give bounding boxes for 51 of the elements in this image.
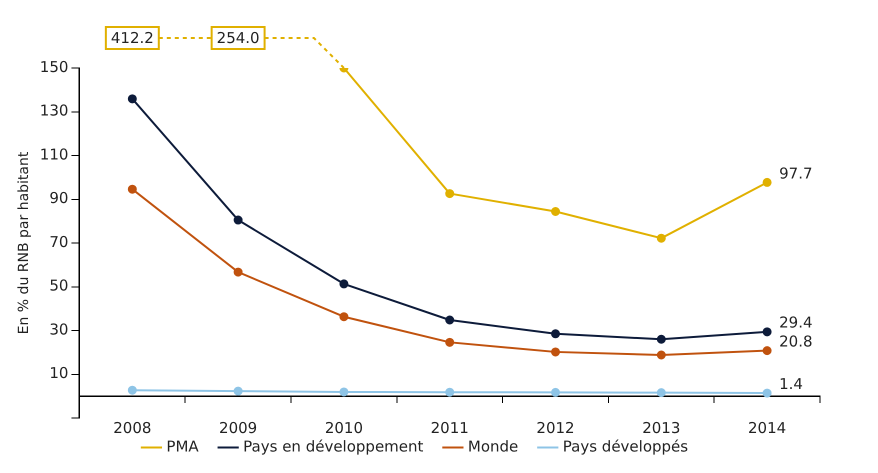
legend-label: PMA — [166, 437, 200, 456]
y-tick-label: 130 — [40, 102, 68, 120]
point — [656, 350, 666, 360]
point — [234, 268, 243, 277]
x-tick-label: 2012 — [536, 419, 575, 438]
point — [339, 279, 348, 288]
point — [551, 207, 560, 216]
point — [656, 334, 666, 344]
point — [128, 386, 137, 395]
y-tick-label: 30 — [49, 320, 68, 338]
data-label: 29.4 — [779, 314, 813, 332]
point — [656, 234, 666, 243]
point — [128, 184, 137, 194]
data-label: 20.8 — [779, 332, 813, 351]
point — [551, 388, 560, 397]
x-tick-label: 2014 — [748, 419, 786, 438]
point — [762, 178, 772, 187]
x-tick-label: 2009 — [219, 419, 258, 438]
point — [656, 388, 666, 398]
y-tick-label: 110 — [40, 145, 68, 164]
y-tick-label: 90 — [49, 189, 68, 208]
point — [762, 388, 772, 398]
point — [762, 327, 772, 336]
point — [445, 338, 454, 347]
point — [551, 347, 560, 356]
x-tick-label: 2010 — [324, 419, 364, 438]
x-tick-label: 2013 — [642, 419, 680, 438]
data-label: 1.4 — [779, 374, 803, 393]
point — [128, 94, 137, 104]
x-tick-label: 2011 — [430, 419, 469, 438]
x-tick-label: 2008 — [113, 419, 152, 438]
text: 254.0 — [216, 28, 260, 47]
point — [445, 388, 454, 397]
legend-label: Pays développés — [562, 437, 688, 456]
point — [339, 387, 348, 396]
data-label: 97.7 — [779, 164, 813, 182]
point — [234, 386, 243, 396]
y-tick-label: 70 — [49, 232, 68, 251]
point — [762, 346, 772, 356]
legend-label: Monde — [468, 437, 518, 456]
legend-label: Pays en développement — [243, 437, 424, 456]
y-axis-title: En % du RNB par habitant — [16, 151, 32, 334]
point — [339, 312, 348, 322]
point — [445, 316, 454, 324]
point — [551, 329, 560, 338]
y-tick-label: 150 — [40, 58, 68, 76]
point — [445, 189, 454, 198]
text: 412.2 — [110, 28, 154, 47]
y-tick-label: 50 — [49, 276, 68, 295]
y-tick-label: 10 — [49, 364, 68, 382]
point — [234, 216, 243, 225]
